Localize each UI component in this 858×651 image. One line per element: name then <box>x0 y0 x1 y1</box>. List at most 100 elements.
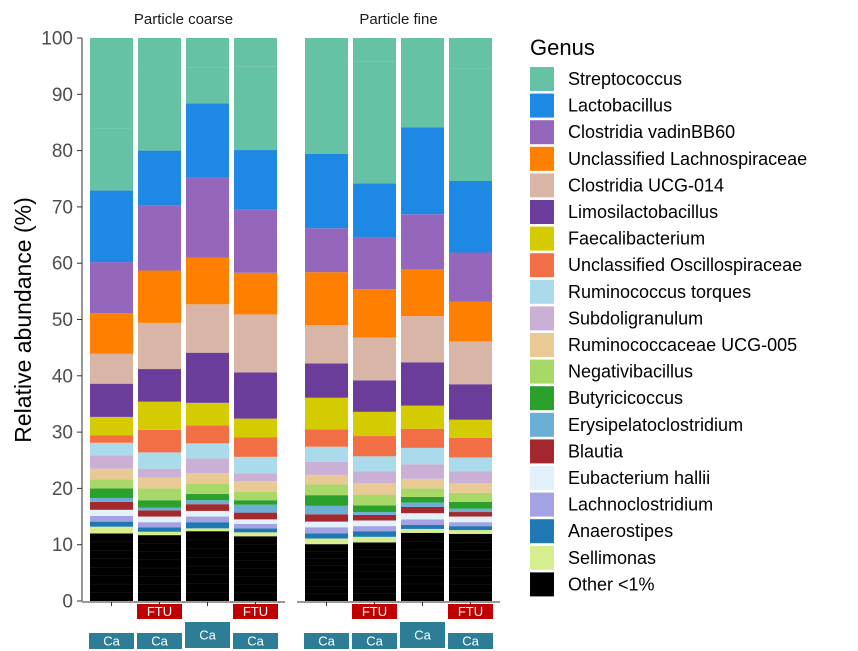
legend-swatch <box>530 173 554 198</box>
tag-ca-label: Ca <box>318 634 335 649</box>
bar-segment-faecalibacterium <box>449 419 492 438</box>
bar-segment-subdoligranulum <box>401 464 444 479</box>
bar-segment-faecalibacterium <box>186 402 229 426</box>
bar-segment-erysipelatoclostridium <box>305 505 348 515</box>
bar-segment-erysipelatoclostridium <box>401 502 444 507</box>
bar-segment-ruminococcus-torques <box>186 443 229 459</box>
bar-segment-clostridia-vadinbb60 <box>401 214 444 270</box>
bar-segment-streptococcus <box>449 68 492 182</box>
legend-label: Blautia <box>568 441 624 461</box>
bar-segment-limosilactobacillus <box>305 363 348 398</box>
y-tick-label: 60 <box>52 254 73 275</box>
bar-segment-ruminococcaceae-ucg-005 <box>138 477 181 489</box>
bar-segment-lactobacillus <box>234 150 277 210</box>
bar-segment-unclassified-oscillospiraceae <box>353 436 396 457</box>
y-tick-label: 30 <box>52 423 73 444</box>
legend-label: Clostridia vadinBB60 <box>568 122 735 142</box>
bar-segment-ruminococcus-torques <box>353 456 396 472</box>
legend-title: Genus <box>530 35 595 60</box>
bar-segment-eubacterium-hallii <box>353 520 396 527</box>
bar-segment-faecalibacterium <box>401 405 444 429</box>
bar-segment-erysipelatoclostridium <box>90 497 133 502</box>
bar-segment-lachnoclostridium <box>401 519 444 525</box>
bar-segment-lachnoclostridium <box>353 526 396 532</box>
bar-segment-clostridia-ucg-014 <box>305 325 348 364</box>
legend-swatch <box>530 492 554 517</box>
bar-segment-unclassified-lachnospiraceae <box>234 272 277 315</box>
facet-title: Particle fine <box>359 11 437 28</box>
bar-segment-unclassified-lachnospiraceae <box>401 269 444 317</box>
bar-7 <box>401 38 444 601</box>
bar-segment-unclassified-oscillospiraceae <box>234 437 277 457</box>
bar-1 <box>90 38 133 601</box>
y-tick-label: 20 <box>52 479 73 500</box>
bar-segment-limosilactobacillus <box>234 372 277 419</box>
bar-segment-negativibacillus <box>186 483 229 495</box>
bar-segment-ruminococcaceae-ucg-005 <box>90 468 133 480</box>
legend-swatch <box>530 93 554 118</box>
legend-swatch <box>530 359 554 384</box>
bar-segment-subdoligranulum <box>449 471 492 484</box>
bar-segment-ruminococcaceae-ucg-005 <box>234 481 277 492</box>
tag-ca <box>352 633 397 649</box>
bar-segment-lactobacillus <box>401 127 444 215</box>
legend-swatch <box>530 333 554 357</box>
legend-label: Negativibacillus <box>568 362 693 382</box>
bar-segment-clostridia-vadinbb60 <box>186 177 229 258</box>
tag-ca <box>185 622 230 648</box>
bar-4 <box>234 38 277 601</box>
tag-ca-label: Ca <box>199 628 216 643</box>
legend-swatch <box>530 226 554 251</box>
bar-segment-butyricicoccus <box>186 494 229 501</box>
tag-ftu <box>352 604 397 619</box>
bar-segment-anaerostipes <box>401 524 444 529</box>
bar-segment-unclassified-lachnospiraceae <box>90 313 133 354</box>
bar-segment-clostridia-vadinbb60 <box>353 237 396 290</box>
legend-swatch <box>530 279 554 304</box>
tag-ftu <box>448 604 493 619</box>
bar-segment-streptococcus <box>305 59 348 154</box>
bar-segment-erysipelatoclostridium <box>186 500 229 505</box>
bar-segment-anaerostipes <box>90 521 133 527</box>
bar-segment-negativibacillus <box>353 494 396 506</box>
bar-segment-faecalibacterium <box>138 401 181 430</box>
bar-segment-fill <box>138 38 181 69</box>
legend-swatch <box>530 466 554 490</box>
bar-segment-unclassified-oscillospiraceae <box>90 435 133 443</box>
bar-segment-ruminococcaceae-ucg-005 <box>449 483 492 493</box>
bar-segment-lactobacillus <box>449 181 492 253</box>
tag-ftu <box>137 604 182 619</box>
legend-label: Limosilactobacillus <box>568 202 718 222</box>
bar-segment-blautia <box>138 510 181 517</box>
bar-segment-subdoligranulum <box>353 471 396 484</box>
bar-segment-subdoligranulum <box>234 473 277 482</box>
legend-label: Butyricicoccus <box>568 388 683 408</box>
legend-swatch <box>530 439 554 464</box>
bar-segment-ruminococcaceae-ucg-005 <box>186 473 229 484</box>
bar-3 <box>186 38 229 601</box>
bar-segment-subdoligranulum <box>90 455 133 469</box>
tag-ca <box>89 633 134 649</box>
tag-ftu <box>233 604 278 619</box>
tag-ftu-label: FTU <box>147 604 172 619</box>
bar-segment-limosilactobacillus <box>353 380 396 412</box>
y-tick-label: 40 <box>52 366 73 387</box>
bar-segment-clostridia-ucg-014 <box>353 337 396 381</box>
bar-segment-anaerostipes <box>353 531 396 537</box>
bar-segment-sellimonas <box>353 536 396 543</box>
bar-segment-lactobacillus <box>186 103 229 178</box>
y-tick-label: 0 <box>62 592 73 613</box>
bar-segment-blautia <box>186 504 229 511</box>
bar-segment-fill <box>305 38 348 60</box>
bar-segment-limosilactobacillus <box>90 383 133 417</box>
bar-segment-subdoligranulum <box>305 461 348 475</box>
bar-segment-butyricicoccus <box>90 488 133 498</box>
bar-segment-negativibacillus <box>449 492 492 502</box>
bar-segment-faecalibacterium <box>234 418 277 438</box>
legend-label: Unclassified Lachnospiraceae <box>568 149 807 169</box>
bar-segment-streptococcus <box>401 74 444 128</box>
bar-segment-erysipelatoclostridium <box>353 512 396 515</box>
y-axis-title: Relative abundance (%) <box>10 197 36 442</box>
bar-segment-blautia <box>401 506 444 514</box>
bar-segment-unclassified-lachnospiraceae <box>186 257 229 305</box>
